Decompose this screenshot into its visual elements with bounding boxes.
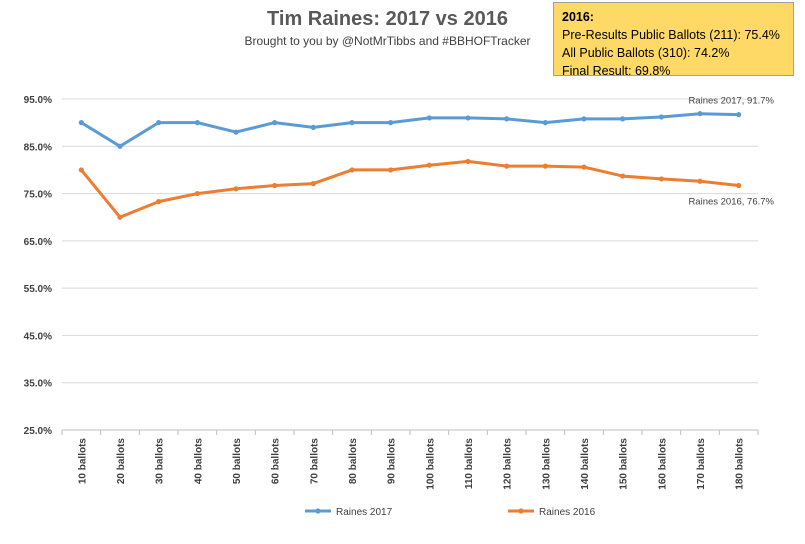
x-tick-label: 100 ballots [425,438,436,490]
x-tick-label: 90 ballots [387,438,398,485]
x-tick-label: 170 ballots [696,438,707,490]
y-tick-label: 85.0% [24,142,52,153]
data-point [233,129,239,135]
data-point [581,116,587,122]
data-point [388,167,394,173]
data-point [233,186,239,192]
y-tick-label: 55.0% [24,284,52,295]
data-point [736,182,742,189]
data-point [465,115,471,121]
x-tick-label: 20 ballots [116,438,127,485]
data-point [349,120,355,126]
series-line-raines-2016 [80,159,739,219]
chart-subtitle: Brought to you by @NotMrTibbs and #BBHOF… [244,34,531,48]
data-point [697,111,703,117]
x-tick-label: 130 ballots [541,438,552,490]
x-tick-label: 40 ballots [193,438,204,485]
data-point [620,116,626,122]
data-point [349,167,355,173]
data-point [272,120,278,126]
note-title: 2016: [562,10,594,24]
data-point [194,190,200,197]
data-point [310,124,316,130]
data-point [117,143,123,149]
y-tick-label: 75.0% [24,190,52,201]
data-point [658,176,664,182]
legend-marker [315,508,321,514]
series-end-label: Raines 2016, 76.7% [688,197,774,208]
data-point [620,173,626,179]
legend-marker [518,508,524,514]
x-tick-label: 70 ballots [309,438,320,485]
data-point [272,182,278,189]
y-tick-label: 95.0% [24,95,52,106]
data-point [310,181,316,187]
x-tick-label: 160 ballots [657,438,668,490]
y-tick-label: 35.0% [24,379,52,390]
y-tick-label: 45.0% [24,331,52,342]
y-tick-label: 65.0% [24,237,52,248]
data-point [117,214,123,220]
data-point [78,120,84,126]
data-point [465,158,471,165]
note-line: Final Result: 69.8% [562,64,671,78]
data-point [156,199,162,205]
data-point [581,164,587,170]
note-line: All Public Ballots (310): 74.2% [562,46,730,60]
data-point [736,112,742,118]
series-line-raines-2017 [80,112,739,148]
legend-label: Raines 2016 [539,507,596,518]
x-tick-label: 110 ballots [464,438,475,490]
data-point [504,163,510,169]
data-point [426,115,432,121]
data-point [156,120,162,126]
x-tick-label: 150 ballots [619,438,630,490]
data-point [542,120,548,126]
x-tick-label: 30 ballots [155,438,166,485]
x-tick-label: 60 ballots [271,438,282,485]
data-point [426,162,432,168]
data-point [697,178,703,184]
y-tick-label: 25.0% [24,426,52,437]
x-tick-label: 140 ballots [580,438,591,490]
x-tick-label: 80 ballots [348,438,359,485]
data-point [194,120,200,126]
data-point [504,116,510,122]
x-tick-label: 180 ballots [735,438,746,490]
x-tick-label: 10 ballots [77,438,88,485]
data-point [658,114,664,120]
legend-label: Raines 2017 [336,507,393,518]
x-tick-label: 50 ballots [232,438,243,485]
data-point [78,167,84,173]
series-end-label: Raines 2017, 91.7% [688,96,774,107]
note-line: Pre-Results Public Ballots (211): 75.4% [562,28,780,42]
data-point [388,120,394,126]
results-note-box: 2016: Pre-Results Public Ballots (211): … [553,2,794,78]
chart-title: Tim Raines: 2017 vs 2016 [267,8,508,30]
data-point [542,163,548,169]
x-tick-label: 120 ballots [503,438,514,490]
